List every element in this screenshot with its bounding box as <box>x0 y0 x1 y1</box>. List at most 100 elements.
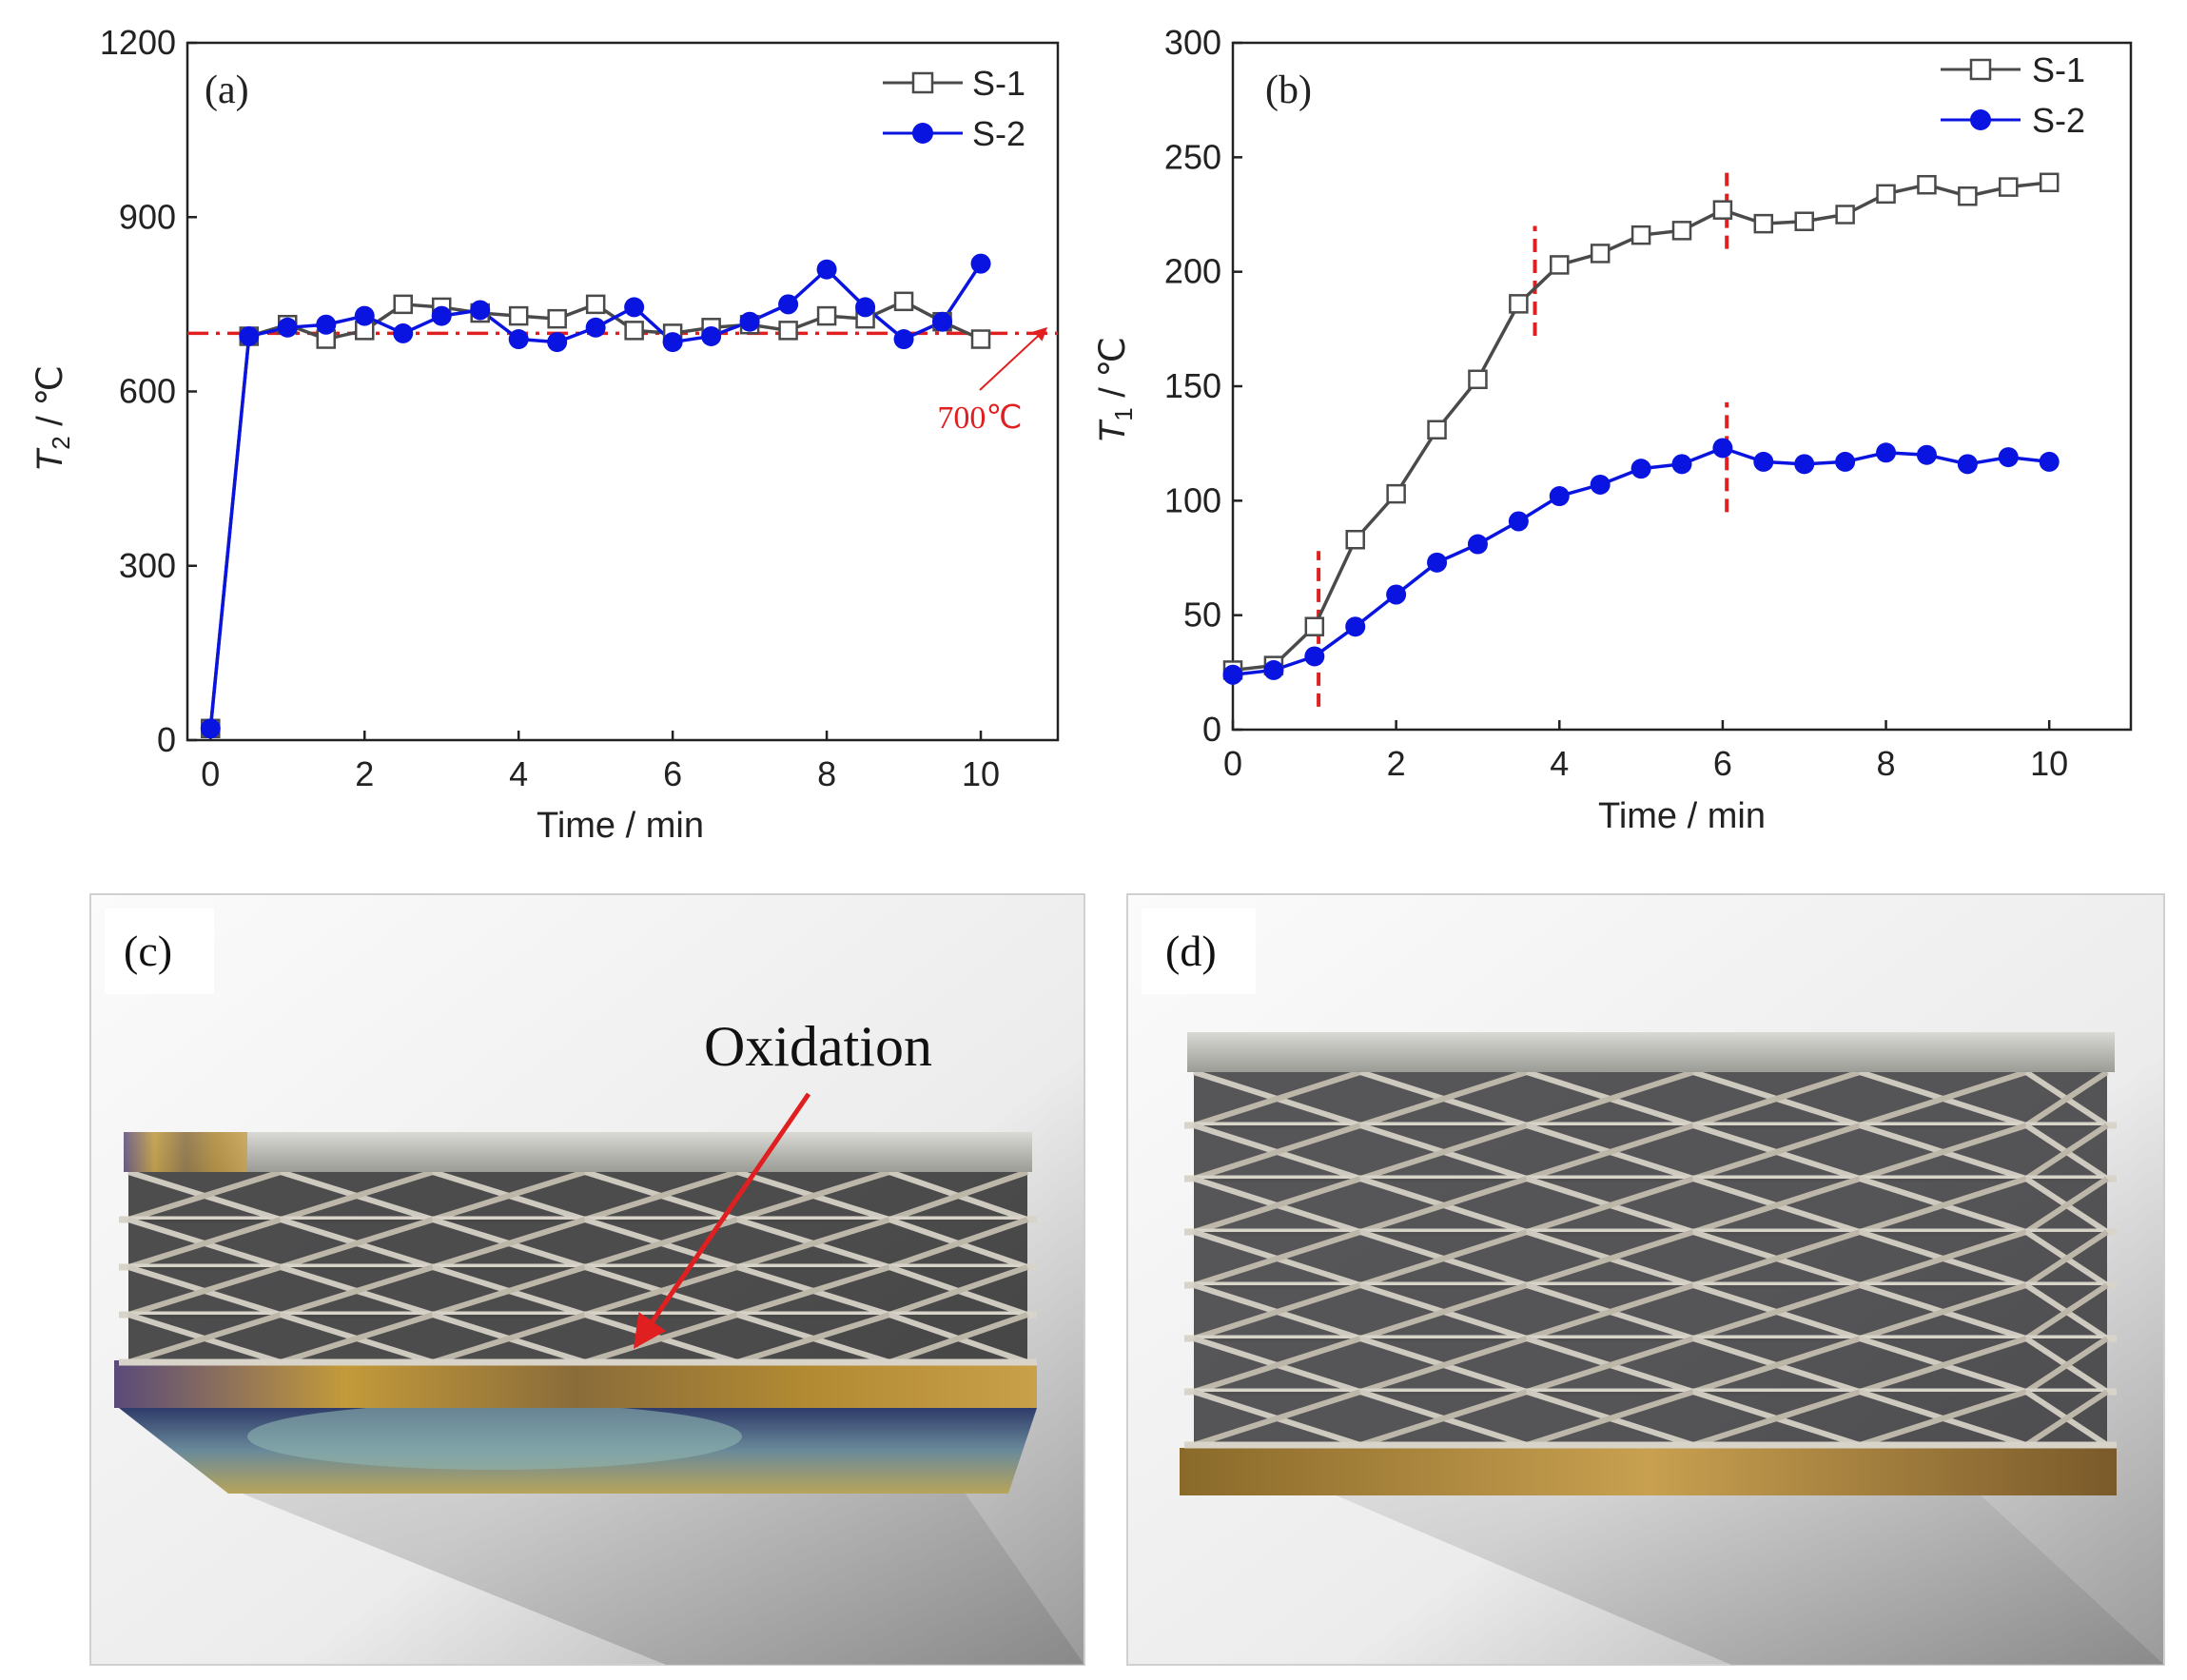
photo-d-strut-4-5b <box>2024 1282 2109 1341</box>
point-1-s1-11 <box>1671 454 1692 475</box>
photo-d-strut-2-0b <box>1193 1176 1361 1235</box>
x-tick-label-1-4: 8 <box>1877 744 1896 783</box>
point-0-s0-8 <box>508 305 529 326</box>
x-tick-label-0-0: 0 <box>201 754 220 793</box>
plot-frame-b <box>1231 41 2133 732</box>
photo-d-strut-6-0b <box>1193 1389 1361 1448</box>
photo-d-strut-4-2b <box>1526 1282 1694 1341</box>
point-0-s1-6 <box>431 305 452 326</box>
photo-d-strut-0-1b <box>1359 1069 1528 1128</box>
point-1-s1-16 <box>1876 442 1897 463</box>
point-1-s0-19 <box>1999 177 2019 197</box>
photo-d-top-plate <box>1187 1032 2115 1072</box>
photo-c-top-plate-edge <box>124 1132 247 1172</box>
point-0-s0-5 <box>393 294 413 315</box>
point-1-s1-5 <box>1427 552 1448 573</box>
point-0-s1-9 <box>547 332 568 353</box>
y-axis-label-a: T2 / ℃ <box>30 365 75 472</box>
point-1-s1-8 <box>1549 486 1570 507</box>
y-tick-label-1-6: 300 <box>1164 23 1221 62</box>
photo-d-bottom-plate <box>1180 1448 2117 1495</box>
point-1-s0-15 <box>1835 205 1855 225</box>
photo-d-strut-1-2b <box>1526 1123 1694 1182</box>
point-1-s0-10 <box>1630 225 1651 245</box>
point-1-s1-9 <box>1590 474 1611 495</box>
y-ticks-b: 0 50 100 150 200 250 300 <box>1164 23 1242 749</box>
photo-d-shadow <box>1332 1494 2164 1665</box>
photo-d-strut-6-2b <box>1526 1389 1694 1448</box>
x-tick-label-0-4: 8 <box>817 754 836 793</box>
x-tick-label-0-1: 2 <box>355 754 374 793</box>
photo-d-layer-bg-5 <box>1194 1338 2107 1392</box>
legend-b: S-1 S-2 <box>1941 50 2085 140</box>
y-tick-label-1-0: 0 <box>1202 710 1221 749</box>
point-0-s0-9 <box>547 308 567 329</box>
photo-d-strut-3-1b <box>1359 1229 1528 1288</box>
point-1-s0-5 <box>1427 420 1447 440</box>
point-0-s1-1 <box>239 325 260 346</box>
photo-c-strut-1-5b <box>888 1217 1028 1270</box>
reference-arrow-a <box>979 327 1048 391</box>
photo-d-label: (d) <box>1165 927 1217 975</box>
x-tick-label-1-1: 2 <box>1387 744 1406 783</box>
point-1-s0-16 <box>1876 184 1896 205</box>
y-tick-label-0-0: 0 <box>157 720 176 759</box>
point-1-s1-1 <box>1263 659 1284 680</box>
point-1-s1-12 <box>1712 438 1733 459</box>
point-1-s1-3 <box>1345 616 1366 637</box>
series-line-0-0 <box>208 299 982 729</box>
point-1-s0-12 <box>1712 200 1733 220</box>
photo-c-layer-bg-2 <box>128 1267 1027 1315</box>
photo-c: (c) Oxidation <box>89 893 1085 1666</box>
legend-b-s2-label: S-2 <box>2032 101 2085 140</box>
photo-c-truss-core <box>119 1169 1037 1366</box>
photo-d-layer-bg-3 <box>1194 1232 2107 1285</box>
point-0-s1-20 <box>970 253 991 274</box>
point-1-s1-20 <box>2039 451 2060 472</box>
point-0-s1-8 <box>508 329 529 350</box>
photo-d-strut-4-0b <box>1193 1282 1361 1341</box>
photo-d-strut-2-5b <box>2024 1176 2109 1235</box>
x-ticks-a: 0 2 4 6 8 10 <box>201 731 1000 793</box>
legend-a-s2-label: S-2 <box>972 114 1025 153</box>
x-axis-label-b: Time / min <box>1598 796 1766 836</box>
point-0-s0-11 <box>624 321 644 341</box>
photo-c-top-plate <box>124 1132 1032 1172</box>
photo-d-layer-bg-4 <box>1194 1285 2107 1338</box>
photo-c-heat-tint <box>247 1403 742 1470</box>
point-0-s0-20 <box>970 329 991 349</box>
point-0-s1-18 <box>893 329 914 350</box>
plot-frame-a <box>186 41 1060 742</box>
point-0-s1-19 <box>932 311 953 332</box>
point-0-s1-11 <box>624 297 645 318</box>
point-0-s1-16 <box>816 259 837 280</box>
photo-d-strut-1-0b <box>1193 1123 1361 1182</box>
photo-c-shadow <box>219 1446 1084 1665</box>
x-tick-label-0-2: 4 <box>509 754 528 793</box>
photo-d-strut-1-5b <box>2024 1123 2109 1182</box>
point-0-s1-3 <box>316 314 337 335</box>
x-ticks-b: 0 2 4 6 8 10 <box>1223 720 2068 783</box>
series-line-1-0 <box>1232 181 2050 673</box>
photo-c-label: (c) <box>124 927 172 975</box>
point-1-s1-17 <box>1916 444 1937 465</box>
point-1-s1-15 <box>1835 451 1856 472</box>
photo-c-strut-2-3b <box>584 1264 738 1318</box>
point-1-s0-14 <box>1794 211 1814 231</box>
point-0-s1-4 <box>354 305 375 326</box>
y-tick-label-0-3: 900 <box>119 197 176 236</box>
point-1-s1-0 <box>1222 664 1243 685</box>
photo-d-strut-5-1b <box>1359 1336 1528 1395</box>
photo-c-strut-0-0b <box>127 1169 282 1222</box>
point-0-s1-12 <box>662 332 683 353</box>
photo-c-strut-1-0b <box>127 1217 282 1270</box>
photo-c-strut-2-4b <box>736 1264 890 1318</box>
point-1-s0-2 <box>1304 616 1325 636</box>
y-axis-label-a-sub: 2 <box>47 436 75 449</box>
photo-c-strut-3-0b <box>127 1312 282 1365</box>
photo-c-strut-1-4b <box>736 1217 890 1270</box>
photo-c-layer-bg-1 <box>128 1220 1027 1267</box>
series-group-a <box>200 253 991 739</box>
